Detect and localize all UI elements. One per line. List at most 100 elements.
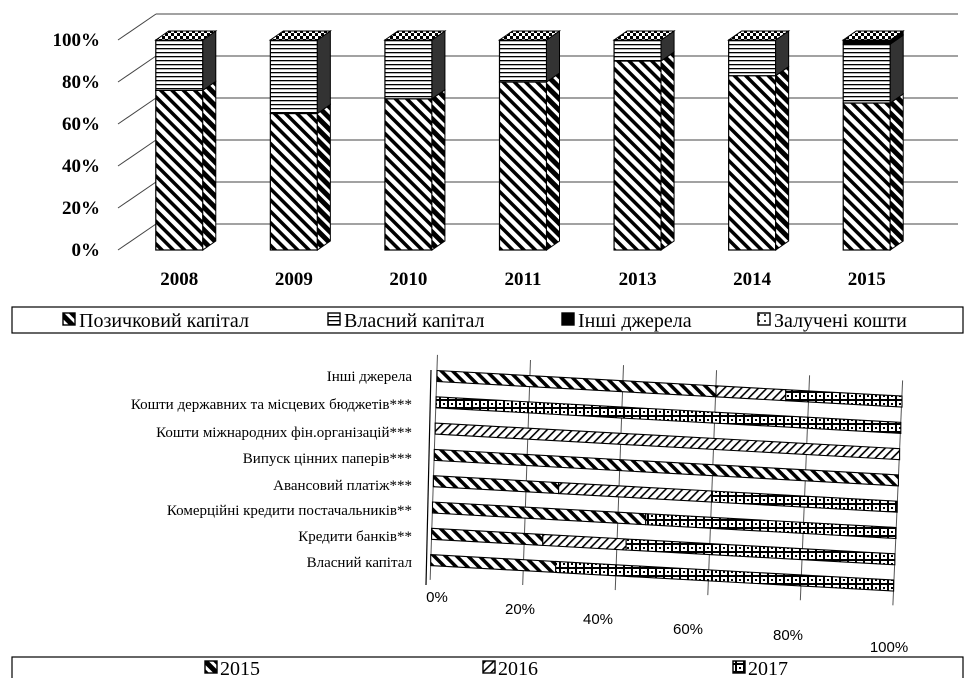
bar-segment bbox=[558, 482, 713, 503]
category-label: Власний капітал bbox=[307, 555, 413, 571]
bar-segment bbox=[711, 490, 898, 513]
legend-swatch bbox=[204, 660, 218, 674]
x-tick-label: 2009 bbox=[275, 269, 313, 290]
bar-top-face bbox=[727, 30, 791, 41]
bar-segment bbox=[433, 448, 899, 487]
y-tick-label: 100% bbox=[53, 30, 101, 51]
x-tick-label: 2013 bbox=[619, 269, 657, 290]
bar-segment bbox=[384, 39, 433, 100]
category-label: Комерційні кредити постачальників** bbox=[167, 503, 412, 519]
bar-segment bbox=[435, 396, 902, 434]
bar-segment bbox=[842, 102, 891, 251]
legend-label: 2017 bbox=[748, 658, 788, 678]
gridline bbox=[707, 370, 718, 596]
x-tick-label: 2014 bbox=[733, 269, 772, 290]
top-chart-legend: Позичковий капітал Власний капітал Інші дж… bbox=[11, 306, 964, 334]
bar-segment bbox=[555, 560, 895, 592]
bar-segment bbox=[542, 533, 627, 551]
bar-segment bbox=[269, 112, 318, 251]
grid-connector bbox=[117, 13, 157, 41]
x-tick-label: 60% bbox=[673, 621, 703, 638]
x-tick-label: 0% bbox=[426, 589, 448, 606]
x-tick-label: 80% bbox=[773, 627, 803, 644]
legend-label: Позичковий капітал bbox=[79, 310, 249, 332]
gridline bbox=[892, 380, 904, 606]
bar-segment bbox=[269, 39, 318, 115]
legend-swatch bbox=[62, 312, 76, 326]
gridline bbox=[522, 359, 531, 585]
category-label: Авансовий платіж*** bbox=[273, 478, 412, 494]
bar-top-face bbox=[268, 30, 332, 41]
bar-segment bbox=[432, 475, 560, 495]
bar-segment bbox=[842, 43, 891, 104]
y-tick-label: 40% bbox=[62, 156, 100, 177]
legend-label: Інші джерела bbox=[578, 310, 692, 332]
bar-segment bbox=[498, 39, 548, 83]
legend-swatch bbox=[561, 312, 575, 326]
bar-segment bbox=[613, 60, 662, 251]
legend-swatch bbox=[757, 312, 771, 326]
bar-segment bbox=[728, 39, 777, 77]
y-tick-label: 20% bbox=[62, 198, 100, 219]
bar-top-face bbox=[497, 30, 562, 41]
bar-top-face bbox=[154, 30, 218, 41]
bar-segment bbox=[715, 385, 787, 402]
bar-segment bbox=[613, 39, 662, 62]
x-tick-label: 100% bbox=[870, 639, 908, 656]
bar-segment bbox=[155, 39, 204, 92]
category-label: Кошти державних та місцевих бюджетів*** bbox=[131, 397, 412, 413]
bar-top-face bbox=[383, 30, 447, 41]
bar-segment bbox=[430, 554, 557, 574]
legend-label: Залучені кошти bbox=[774, 310, 907, 332]
bar-segment-side bbox=[889, 93, 904, 251]
y-tick-label: 0% bbox=[72, 240, 101, 261]
gridline bbox=[799, 375, 811, 601]
category-label: Кошти міжнародних фін.організацій*** bbox=[156, 425, 412, 441]
bar-segment-side bbox=[546, 72, 560, 251]
y-axis bbox=[425, 369, 432, 586]
bar-segment bbox=[728, 75, 777, 251]
bar-segment bbox=[625, 538, 896, 566]
bar-segment bbox=[434, 422, 901, 461]
legend-swatch bbox=[327, 312, 341, 326]
bar-segment-side bbox=[202, 80, 217, 251]
bar-top-face bbox=[841, 30, 905, 41]
top-stacked-column-chart: 0% 20% 40% 60% 80% 100% 2008 2009 2010 2011 2013 20… bbox=[53, 13, 958, 290]
bar-segment bbox=[431, 527, 544, 546]
bar-segment-side bbox=[775, 65, 790, 251]
category-label: Кредити банків** bbox=[298, 529, 412, 545]
y-tick-label: 60% bbox=[62, 114, 100, 135]
legend-frame bbox=[11, 306, 964, 334]
legend-swatch bbox=[732, 660, 746, 674]
bar-segment-side bbox=[431, 30, 446, 100]
bar-segment-side bbox=[889, 34, 904, 104]
legend-label: Власний капітал bbox=[344, 310, 485, 332]
x-tick-label: 2011 bbox=[505, 269, 542, 290]
x-tick-label: 2008 bbox=[160, 269, 198, 290]
bar-segment bbox=[431, 501, 647, 526]
bar-segment bbox=[785, 389, 903, 408]
y-tick-label: 80% bbox=[62, 72, 100, 93]
x-tick-label: 40% bbox=[583, 611, 613, 628]
legend-label: 2016 bbox=[498, 658, 538, 678]
bar-segment-side bbox=[316, 30, 331, 115]
category-label: Інші джерела bbox=[327, 369, 413, 385]
bar-top-face bbox=[612, 30, 676, 41]
grid-connector bbox=[117, 97, 157, 125]
x-tick-label: 2015 bbox=[848, 269, 886, 290]
bottom-chart-legend: 2015 2016 2017 bbox=[11, 656, 964, 678]
bar-segment bbox=[384, 98, 433, 251]
bar-segment bbox=[436, 369, 717, 398]
grid-connector bbox=[117, 223, 157, 251]
bar-segment bbox=[498, 81, 548, 251]
bar-segment-side bbox=[316, 103, 331, 251]
bar-segment bbox=[155, 89, 204, 251]
legend-label: 2015 bbox=[220, 658, 260, 678]
gridline bbox=[429, 354, 438, 580]
legend-swatch bbox=[482, 660, 496, 674]
grid-connector bbox=[117, 139, 157, 167]
bar-segment bbox=[645, 513, 897, 540]
bar-segment-side bbox=[660, 51, 675, 251]
grid-connector bbox=[117, 181, 157, 209]
